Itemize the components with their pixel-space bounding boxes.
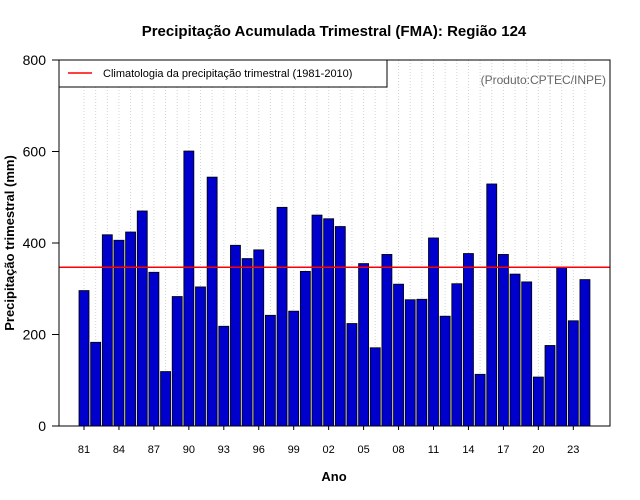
legend-climatology-label: Climatologia da precipitação trimestral …: [103, 68, 352, 80]
x-tick-label: 90: [183, 444, 195, 456]
x-tick-label: 11: [428, 444, 439, 456]
y-tick-label: 400: [23, 235, 47, 251]
bar: [288, 310, 300, 427]
bar: [276, 206, 288, 427]
bar: [439, 315, 451, 427]
bar: [334, 226, 346, 427]
y-tick-label: 200: [23, 327, 47, 343]
y-tick-label: 600: [23, 144, 47, 160]
bar: [521, 281, 533, 427]
bar: [532, 376, 544, 427]
bar: [404, 299, 416, 427]
x-tick-label: 81: [78, 444, 90, 456]
bar: [183, 150, 195, 427]
chart-title: Precipitação Acumulada Trimestral (FMA):…: [142, 23, 527, 40]
bar: [474, 373, 486, 427]
y-tick-label: 0: [38, 418, 46, 434]
bar: [369, 347, 381, 427]
bar: [358, 263, 370, 427]
bar: [113, 239, 125, 427]
legend-box: [58, 59, 388, 88]
y-axis: 0 200 400 600 800: [23, 52, 59, 434]
x-tick-label: 93: [218, 444, 230, 456]
x-tick-label: 87: [148, 444, 160, 456]
bar: [567, 320, 579, 427]
x-tick-label: 23: [567, 444, 579, 456]
bar: [125, 231, 136, 427]
x-tick-label: 17: [497, 444, 509, 456]
x-tick-label: 02: [323, 444, 335, 456]
legend: Climatologia da precipitação trimestral …: [58, 59, 388, 88]
bar: [78, 290, 90, 427]
x-axis: 81 84 87 90 93 96 99 02 05 08 11 14 17 20 23: [78, 426, 579, 456]
bar: [171, 296, 183, 427]
x-axis-label: Ano: [321, 469, 346, 484]
x-tick-label: 08: [392, 444, 404, 456]
bar: [509, 273, 521, 427]
x-tick-label: 20: [532, 444, 544, 456]
x-tick-label: 99: [288, 444, 300, 456]
bar: [299, 270, 311, 427]
bar: [241, 258, 253, 427]
bars: [78, 150, 591, 427]
bar: [148, 271, 160, 427]
y-tick-label: 800: [23, 52, 47, 68]
bar: [381, 254, 393, 427]
y-axis-label: Precipitação trimestral (mm): [2, 155, 17, 331]
bar: [230, 244, 241, 427]
bar: [451, 283, 463, 427]
bar: [428, 237, 439, 427]
x-tick-label: 96: [253, 444, 265, 456]
bar: [253, 249, 265, 427]
bar: [486, 183, 498, 427]
bar: [218, 325, 230, 427]
x-tick-label: 84: [113, 444, 125, 456]
bar: [311, 214, 323, 427]
bar: [136, 210, 148, 427]
bar: [323, 218, 335, 427]
bar: [195, 286, 206, 427]
bar: [90, 341, 102, 427]
bar: [206, 176, 218, 427]
bar: [579, 279, 591, 427]
bar: [556, 267, 568, 427]
bar: [416, 298, 428, 427]
bar: [346, 323, 358, 427]
bar: [463, 253, 474, 427]
source-note: (Produto:CPTEC/INPE): [481, 73, 606, 87]
bar: [264, 314, 276, 427]
bar: [544, 345, 556, 427]
x-tick-label: 14: [462, 444, 474, 456]
x-tick-label: 05: [357, 444, 369, 456]
bar: [101, 234, 113, 427]
bar: [393, 283, 404, 427]
bar: [160, 371, 171, 427]
bar: [497, 254, 509, 427]
